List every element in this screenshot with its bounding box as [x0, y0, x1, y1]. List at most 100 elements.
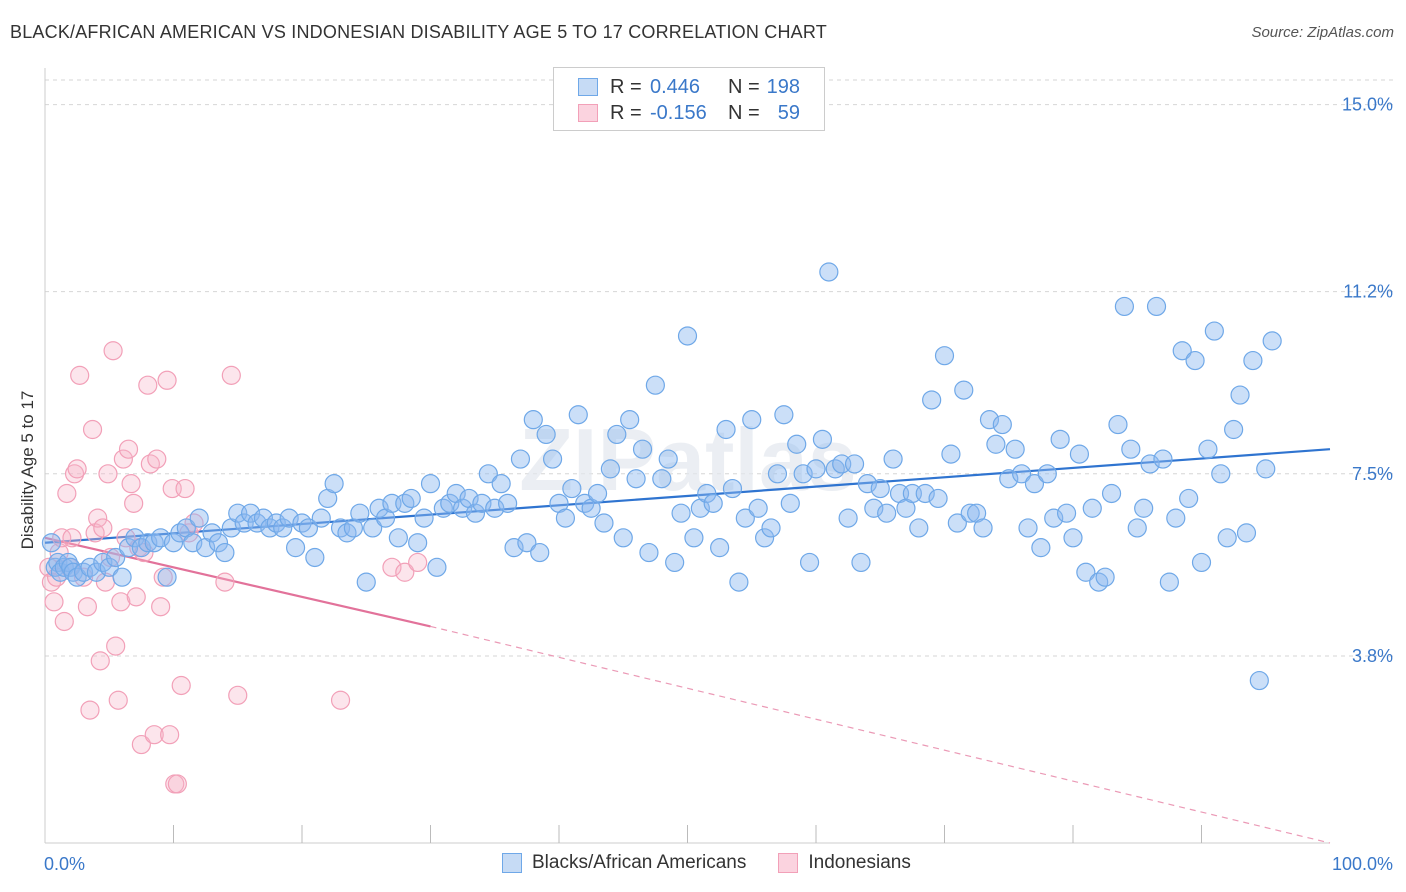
- point-blacks: [677, 326, 698, 346]
- point-blacks: [1089, 572, 1109, 592]
- point-blacks: [414, 508, 434, 528]
- point-blacks: [1024, 474, 1045, 494]
- point-blacks: [151, 528, 171, 548]
- point-blacks: [594, 513, 614, 533]
- point-blacks: [555, 508, 576, 528]
- point-blacks: [337, 523, 357, 543]
- point-blacks: [620, 410, 640, 430]
- point-blacks: [138, 533, 158, 553]
- point-blacks: [986, 434, 1006, 454]
- point-blacks: [504, 538, 524, 558]
- tick-labels: 3.8% 7.5% 11.2% 15.0% 0.0% 100.0%: [44, 95, 1393, 874]
- point-indonesians: [54, 611, 74, 632]
- point-indonesians: [98, 464, 118, 484]
- point-blacks: [716, 419, 736, 440]
- point-blacks: [67, 567, 87, 587]
- point-blacks: [41, 533, 62, 553]
- point-blacks: [613, 528, 633, 548]
- series-legend-item-indonesians: Indonesians: [778, 852, 911, 874]
- point-blacks: [575, 493, 595, 513]
- point-blacks: [1095, 567, 1115, 587]
- point-indonesians: [131, 734, 151, 755]
- series-swatch-pink: [778, 853, 799, 873]
- point-blacks: [1166, 508, 1186, 528]
- point-indonesians: [108, 690, 128, 710]
- point-indonesians: [62, 528, 82, 548]
- point-blacks: [93, 552, 113, 573]
- point-blacks: [183, 533, 203, 553]
- point-blacks: [536, 424, 556, 445]
- point-blacks: [729, 572, 749, 592]
- point-blacks: [363, 518, 383, 538]
- point-blacks: [163, 533, 184, 553]
- point-indonesians: [144, 725, 164, 745]
- point-blacks: [806, 459, 826, 479]
- point-blacks: [202, 523, 222, 543]
- legend-swatch-pink: [578, 104, 598, 122]
- point-blacks: [787, 434, 807, 454]
- point-blacks: [1018, 518, 1038, 538]
- point-blacks: [125, 528, 145, 548]
- point-indonesians: [175, 478, 195, 499]
- point-blacks: [774, 405, 794, 425]
- series-legend-label: Indonesians: [808, 852, 911, 873]
- point-blacks: [1230, 385, 1250, 405]
- point-blacks: [1191, 552, 1212, 573]
- point-blacks: [1050, 429, 1070, 449]
- point-blacks: [819, 262, 839, 282]
- point-blacks: [1037, 464, 1057, 484]
- point-indonesians: [151, 597, 171, 617]
- legend-r-label: R =: [610, 75, 642, 98]
- point-blacks: [1121, 439, 1141, 459]
- point-blacks: [909, 518, 929, 538]
- point-indonesians: [147, 449, 167, 469]
- point-indonesians: [39, 557, 59, 577]
- y-tick-label: 3.8%: [1352, 646, 1393, 666]
- point-indonesians: [113, 449, 133, 469]
- point-blacks: [1101, 483, 1122, 504]
- point-blacks: [144, 533, 164, 553]
- y-axis-title: Disability Age 5 to 17: [18, 391, 37, 550]
- point-blacks: [1249, 670, 1269, 691]
- point-blacks: [1044, 508, 1064, 528]
- point-blacks: [973, 518, 993, 538]
- series-swatch-blue: [502, 853, 522, 873]
- point-blacks: [722, 478, 743, 499]
- point-blacks: [478, 464, 498, 484]
- legend-swatch-blue: [578, 78, 598, 96]
- legend-n-value: 59: [777, 101, 800, 124]
- point-blacks: [157, 567, 177, 587]
- point-blacks: [99, 557, 119, 577]
- point-blacks: [491, 474, 511, 494]
- point-indonesians: [330, 690, 351, 710]
- point-blacks: [311, 508, 331, 528]
- point-indonesians: [215, 572, 235, 592]
- y-tick-label: 7.5%: [1352, 464, 1393, 484]
- point-blacks: [1114, 296, 1135, 317]
- point-blacks: [433, 498, 453, 518]
- point-blacks: [1011, 464, 1032, 484]
- point-blacks: [877, 503, 897, 523]
- point-blacks: [215, 542, 235, 563]
- y-tick-label: 11.2%: [1343, 282, 1393, 302]
- point-blacks: [1140, 454, 1160, 474]
- legend-n-label: N =: [728, 101, 760, 124]
- point-indonesians: [171, 675, 191, 696]
- point-blacks: [106, 547, 126, 568]
- point-indonesians: [221, 365, 241, 385]
- legend-n-value: 198: [766, 75, 800, 98]
- point-blacks: [1262, 331, 1282, 351]
- point-indonesians: [160, 725, 180, 745]
- chart-title: BLACK/AFRICAN AMERICAN VS INDONESIAN DIS…: [10, 22, 827, 42]
- point-indonesians: [77, 597, 98, 617]
- point-blacks: [420, 474, 441, 494]
- point-blacks: [825, 459, 845, 479]
- series-legend-label: Blacks/African Americans: [532, 852, 747, 873]
- point-blacks: [517, 533, 537, 553]
- trend-line-blacks: [44, 448, 1331, 544]
- point-blacks: [1159, 572, 1179, 592]
- point-blacks: [1069, 444, 1090, 464]
- point-indonesians: [106, 636, 126, 656]
- point-blacks: [844, 454, 865, 474]
